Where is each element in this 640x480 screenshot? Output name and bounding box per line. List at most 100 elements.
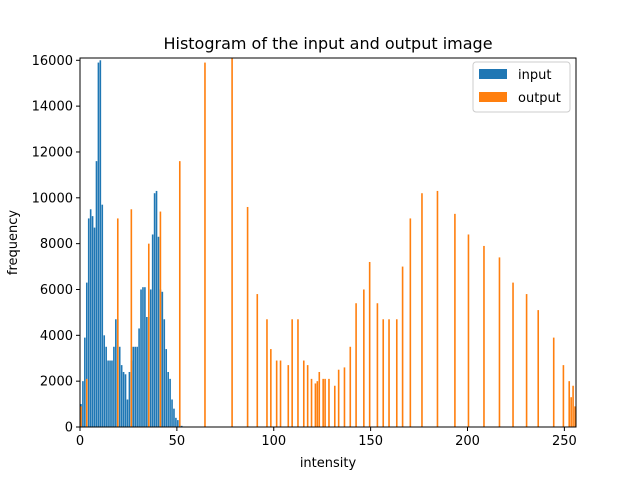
output-bar xyxy=(279,360,282,427)
output-bar xyxy=(454,213,456,427)
x-tick-label: 150 xyxy=(358,434,383,449)
x-axis-label: intensity xyxy=(300,456,357,471)
input-bar xyxy=(87,218,90,427)
chart-title: Histogram of the input and output image xyxy=(163,34,492,53)
input-bar xyxy=(149,289,152,427)
output-bar xyxy=(270,349,272,427)
input-bar xyxy=(169,378,171,427)
input-bar xyxy=(136,346,138,427)
input-bar xyxy=(153,193,156,427)
output-bar xyxy=(306,365,309,427)
input-bar xyxy=(177,420,179,427)
axes-frame xyxy=(79,57,577,428)
input-bar xyxy=(146,316,148,427)
input-bar xyxy=(122,371,125,427)
output-bar xyxy=(314,383,317,427)
input-series xyxy=(80,60,193,427)
y-tick-label: 12000 xyxy=(32,145,73,160)
y-tick-label: 10000 xyxy=(32,191,73,206)
output-bar xyxy=(318,371,321,427)
output-bar xyxy=(349,346,352,427)
output-bar xyxy=(328,378,330,427)
input-bar xyxy=(109,360,111,427)
input-bar xyxy=(118,346,121,427)
output-bar xyxy=(287,365,290,427)
output-bar xyxy=(467,234,470,427)
input-bar xyxy=(91,216,94,427)
input-bar xyxy=(103,335,106,427)
input-bar xyxy=(167,371,169,427)
input-bar xyxy=(155,190,158,427)
legend-label-input: input xyxy=(518,68,551,83)
input-bar xyxy=(180,425,183,427)
output-bar xyxy=(483,245,485,427)
output-bar xyxy=(147,243,150,427)
output-bar xyxy=(316,381,319,427)
input-bar xyxy=(126,399,129,427)
y-tick-label: 8000 xyxy=(40,237,73,252)
output-bar xyxy=(333,385,336,427)
x-tick-label: 200 xyxy=(455,434,480,449)
output-bar xyxy=(291,319,293,427)
x-tick-label: 100 xyxy=(261,434,286,449)
output-bar xyxy=(116,218,119,427)
input-bar xyxy=(165,349,168,427)
legend-swatch-output xyxy=(479,92,507,102)
input-bar xyxy=(163,319,166,427)
input-bar xyxy=(171,399,173,427)
output-bar xyxy=(382,319,385,427)
output-bar xyxy=(178,161,181,427)
input-bar xyxy=(124,374,127,427)
x-tick-label: 50 xyxy=(169,434,186,449)
input-bar xyxy=(99,60,102,427)
output-bar xyxy=(204,62,206,427)
legend-swatch-input xyxy=(479,69,507,79)
output-bar xyxy=(275,360,278,427)
output-bar xyxy=(368,261,371,427)
output-series xyxy=(80,58,576,427)
output-bar xyxy=(537,310,540,427)
y-tick-label: 16000 xyxy=(32,54,73,69)
output-bar xyxy=(80,406,82,427)
output-bar xyxy=(363,289,365,427)
output-bar xyxy=(388,319,390,427)
output-bar xyxy=(85,378,88,427)
y-tick-label: 0 xyxy=(65,421,73,436)
input-bar xyxy=(107,360,109,427)
input-bar xyxy=(82,381,84,427)
input-bar xyxy=(120,365,123,427)
output-bar xyxy=(231,58,233,427)
input-bar xyxy=(115,319,117,427)
output-bar xyxy=(324,378,326,427)
output-bar xyxy=(322,378,324,427)
y-tick-label: 2000 xyxy=(40,375,73,390)
input-bar xyxy=(97,62,100,427)
y-tick-label: 4000 xyxy=(40,329,73,344)
output-bar xyxy=(552,337,555,427)
y-axis-label: frequency xyxy=(6,210,21,276)
output-bar xyxy=(256,294,259,427)
input-bar xyxy=(105,346,107,427)
output-bar xyxy=(130,209,133,427)
x-tick-label: 0 xyxy=(76,434,84,449)
plot-frame xyxy=(79,57,577,428)
y-axis-ticks: 0 2000 4000 6000 8000 10000 12000 14000 16000 xyxy=(32,54,80,436)
input-bar xyxy=(134,346,137,427)
input-bar xyxy=(113,346,115,427)
legend: input output xyxy=(472,61,571,113)
input-bar xyxy=(132,346,135,427)
output-bar xyxy=(266,319,268,427)
output-bar xyxy=(297,319,299,427)
input-bar xyxy=(89,209,92,427)
output-bar xyxy=(525,294,528,427)
output-bar xyxy=(159,211,162,427)
output-bar xyxy=(436,190,439,427)
output-bar xyxy=(570,397,572,427)
input-bar xyxy=(138,328,140,427)
input-bar xyxy=(144,287,146,427)
output-bar xyxy=(337,369,340,427)
input-bar xyxy=(142,287,144,427)
output-bar xyxy=(376,303,379,427)
input-bar xyxy=(85,282,88,427)
